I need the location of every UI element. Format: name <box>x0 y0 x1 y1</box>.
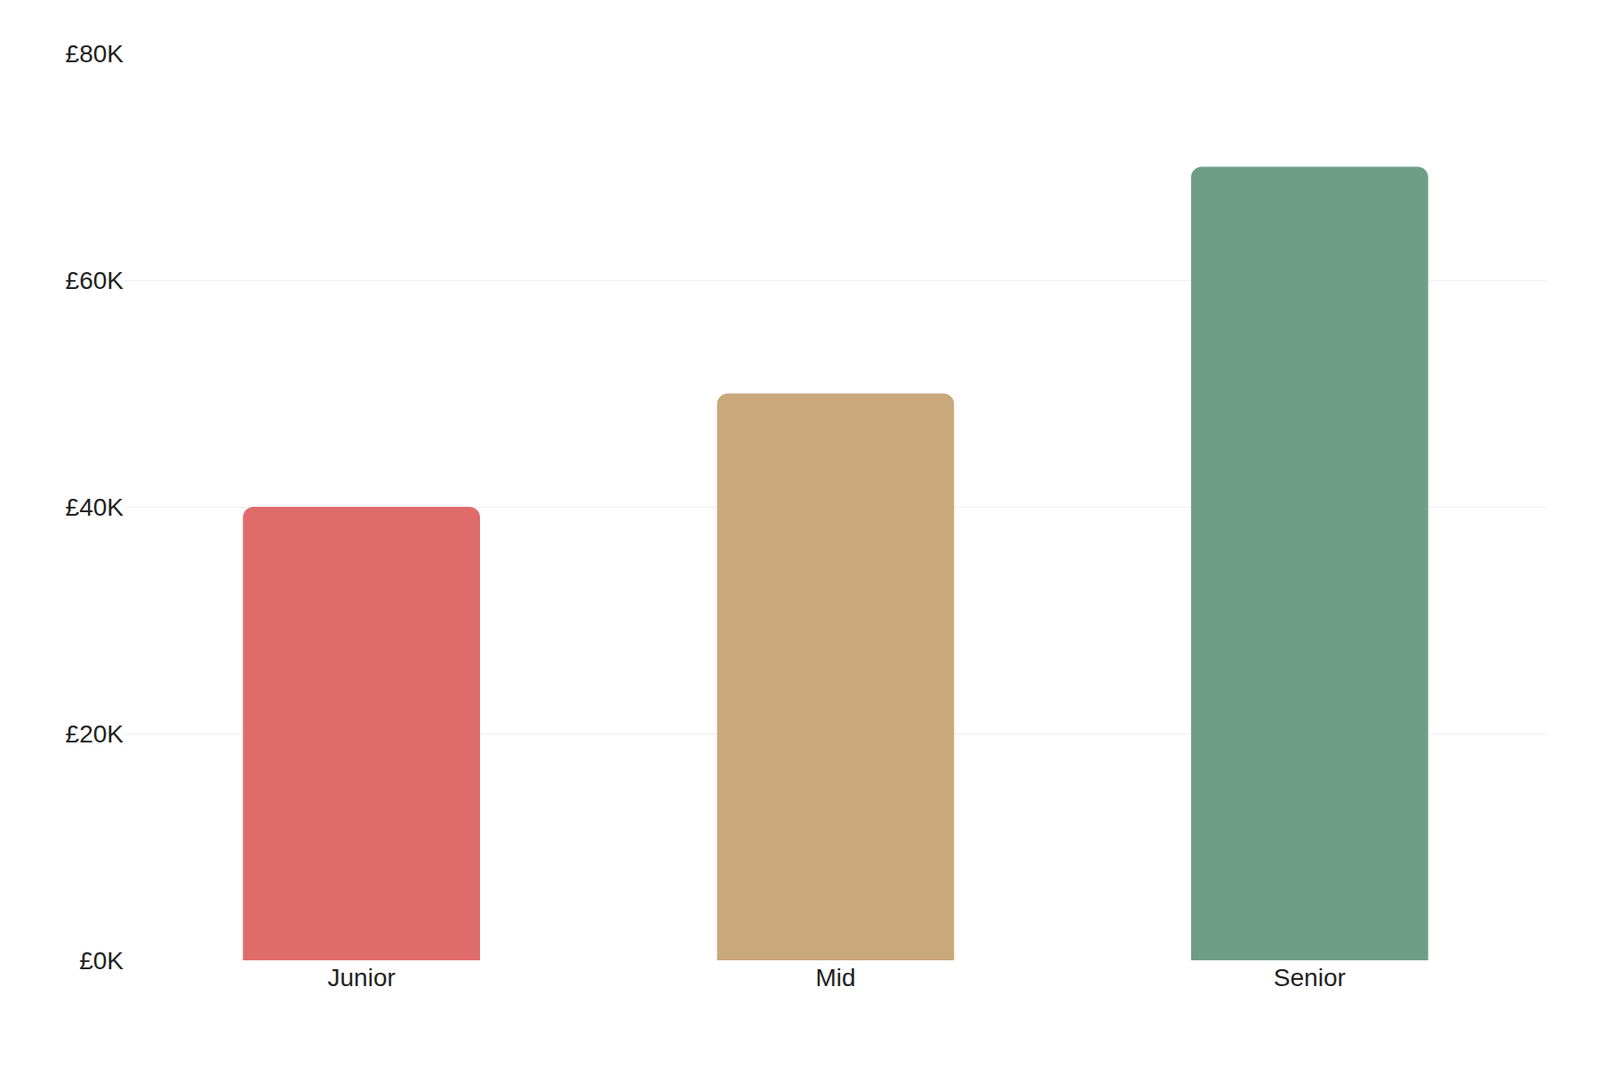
svg-text:Junior: Junior <box>328 963 396 992</box>
svg-text:£80K: £80K <box>65 40 125 68</box>
svg-text:£60K: £60K <box>65 266 125 295</box>
svg-text:£40K: £40K <box>65 493 125 521</box>
svg-text:£0K: £0K <box>79 946 124 975</box>
svg-text:Senior: Senior <box>1273 963 1346 992</box>
svg-text:Mid: Mid <box>815 963 856 992</box>
svg-text:£20K: £20K <box>65 720 125 748</box>
